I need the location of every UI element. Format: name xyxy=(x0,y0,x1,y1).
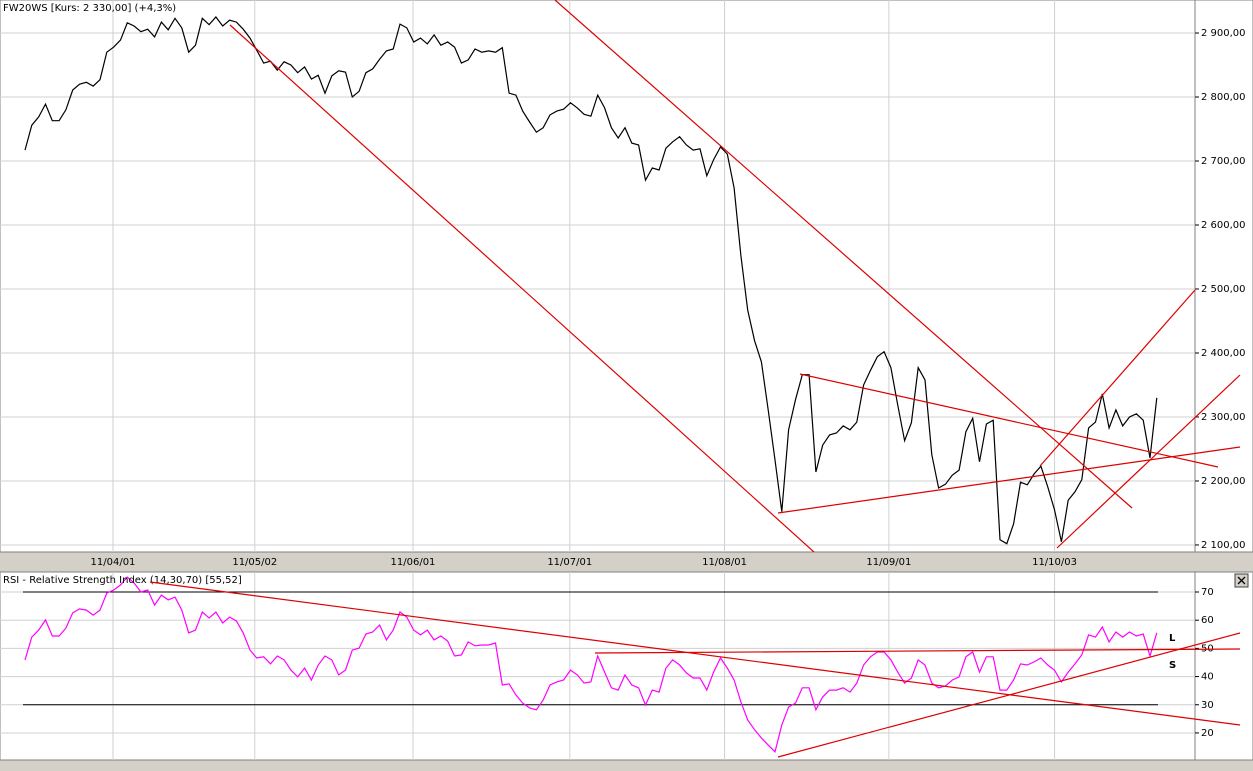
x-tick-label: 11/04/01 xyxy=(91,557,136,568)
series-group xyxy=(24,576,1158,753)
series-group xyxy=(24,16,1158,545)
x-tick-label: 11/05/02 xyxy=(232,557,277,568)
rsi-trendlines xyxy=(149,581,1241,758)
y-tick-label: 70 xyxy=(1201,587,1214,598)
trendline xyxy=(1039,289,1196,467)
price-axis-area xyxy=(1194,0,1253,553)
x-tick-label: 11/06/01 xyxy=(391,557,436,568)
price-trendlines xyxy=(229,0,1241,552)
rsi-plot-area xyxy=(0,571,1196,761)
trendline xyxy=(1056,374,1241,549)
x-tick-label: 11/07/01 xyxy=(547,557,592,568)
x-tick-label: 11/09/01 xyxy=(866,557,911,568)
annotation: L xyxy=(1169,633,1176,644)
trendline xyxy=(554,0,1133,509)
close-icon xyxy=(1237,576,1246,585)
y-tick-label: 60 xyxy=(1201,615,1214,626)
y-tick-label: 2 700,00 xyxy=(1201,156,1246,167)
y-tick-label: 2 300,00 xyxy=(1201,412,1246,423)
trendline xyxy=(799,373,1219,468)
trendline xyxy=(594,648,1241,654)
y-tick-label: 2 100,00 xyxy=(1201,540,1246,551)
trendline xyxy=(777,446,1241,514)
trendline xyxy=(149,581,1241,726)
annotation: S xyxy=(1169,660,1176,671)
y-tick-label: 2 600,00 xyxy=(1201,220,1246,231)
x-tick-label: 11/08/01 xyxy=(702,557,747,568)
trendline xyxy=(229,24,815,552)
y-tick-label: 30 xyxy=(1201,700,1214,711)
y-tick-label: 2 400,00 xyxy=(1201,348,1246,359)
panel-title: RSI - Relative Strength Index (14,30,70)… xyxy=(3,575,242,586)
trendline xyxy=(777,632,1241,758)
series-line xyxy=(24,16,1158,545)
series-line xyxy=(24,576,1158,753)
y-tick-label: 2 500,00 xyxy=(1201,284,1246,295)
x-tick-label: 11/10/03 xyxy=(1032,557,1077,568)
y-tick-label: 2 800,00 xyxy=(1201,92,1246,103)
rsi-axis-area xyxy=(1194,571,1253,761)
y-tick-label: 40 xyxy=(1201,672,1214,683)
y-tick-label: 2 200,00 xyxy=(1201,476,1246,487)
price-plot-area xyxy=(0,0,1196,553)
y-tick-label: 2 900,00 xyxy=(1201,28,1246,39)
panel-title: FW20WS [Kurs: 2 330,00] (+4,3%) xyxy=(3,3,176,14)
y-tick-label: 20 xyxy=(1201,728,1214,739)
